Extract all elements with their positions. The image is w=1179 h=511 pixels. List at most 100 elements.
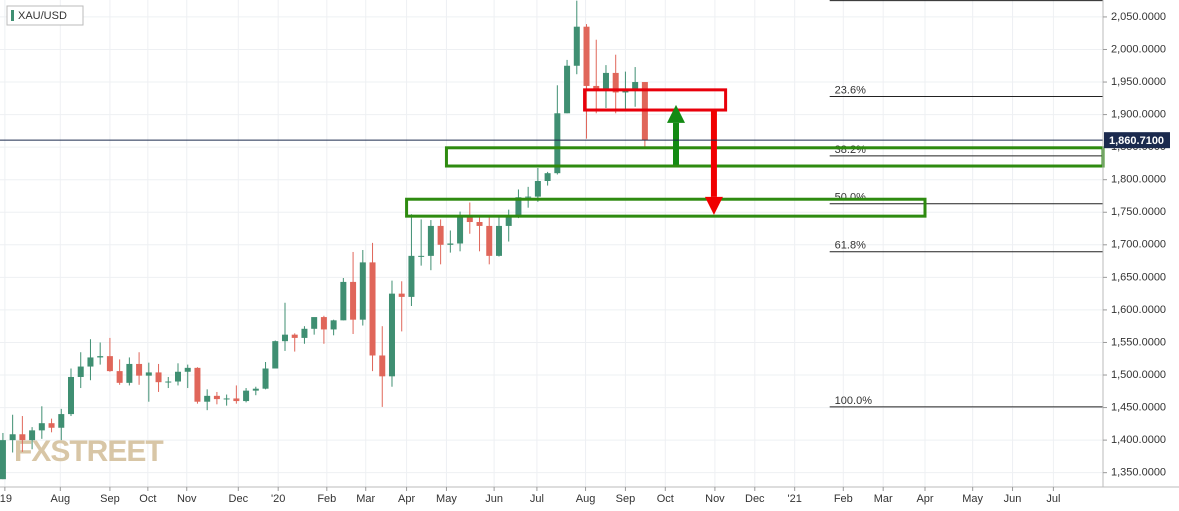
candle-body — [243, 390, 250, 402]
candle-body — [136, 363, 143, 376]
candle-body — [495, 225, 502, 256]
y-tick-label: 1,500.0000 — [1111, 369, 1166, 381]
candle-body — [19, 434, 26, 441]
candle-body — [340, 281, 347, 321]
candle-body — [165, 381, 172, 383]
x-tick-label: Oct — [657, 493, 674, 505]
candle-body — [145, 372, 152, 376]
zone — [583, 88, 728, 112]
candle-body — [0, 440, 6, 480]
candle-body — [116, 371, 123, 383]
y-tick-label: 2,050.0000 — [1111, 11, 1166, 23]
x-tick-label: Mar — [356, 493, 375, 505]
plot: 0.0% 23.6% 38.2% 50.0% 61.8% 100.0% — [0, 0, 1105, 480]
candle-body — [301, 328, 308, 338]
candle-body — [252, 388, 259, 391]
y-tick-label: 1,400.0000 — [1111, 434, 1166, 446]
fib-label: 38.2% — [835, 144, 866, 156]
candle-body — [58, 414, 65, 428]
candle-body — [447, 243, 454, 245]
candle-body — [311, 317, 318, 329]
candle-body — [330, 320, 337, 330]
x-tick-label: Aug — [576, 493, 596, 505]
x-tick-label: Nov — [177, 493, 197, 505]
candle-body — [427, 225, 434, 256]
x-tick-label: May — [436, 493, 457, 505]
candle-body — [466, 216, 473, 223]
fib-label: 100.0% — [835, 395, 873, 407]
y-tick-label: 1,950.0000 — [1111, 76, 1166, 88]
candle-body — [525, 196, 532, 198]
y-tick-label: 1,700.0000 — [1111, 239, 1166, 251]
x-tick-label: Dec — [229, 493, 249, 505]
x-tick-label: Feb — [317, 493, 336, 505]
y-tick-label: 1,650.0000 — [1111, 271, 1166, 283]
candle-body — [379, 355, 386, 377]
arrow-head — [667, 104, 686, 123]
candle-body — [398, 293, 405, 297]
candle-body — [632, 82, 639, 89]
zone — [405, 197, 927, 218]
candle-body — [544, 173, 551, 181]
candle-body — [388, 293, 395, 377]
candle-body — [233, 398, 240, 402]
candle-body — [291, 334, 298, 338]
x-tick-label: May — [962, 493, 983, 505]
y-tick-label: 1,600.0000 — [1111, 304, 1166, 316]
candle-body — [457, 216, 464, 244]
candle-body — [534, 180, 541, 197]
candle-body — [408, 255, 415, 297]
x-tick-label: Oct — [139, 493, 156, 505]
y-tick-label: 1,550.0000 — [1111, 336, 1166, 348]
symbol: XAU/USD — [18, 10, 67, 22]
x-tick-label: Jul — [1046, 493, 1060, 505]
candle-body — [184, 367, 191, 372]
y-tick-label: 1,800.0000 — [1111, 174, 1166, 186]
candle-body — [262, 368, 269, 389]
candle-body — [602, 72, 609, 89]
arrow-head — [704, 196, 723, 215]
candle-body — [350, 281, 357, 320]
candle-body — [38, 423, 45, 431]
x-tick-label: Jun — [1004, 493, 1022, 505]
y-tick-label: 2,000.0000 — [1111, 43, 1166, 55]
candle-body — [126, 363, 133, 383]
x-tick-label: Jul — [530, 493, 544, 505]
x-tick-label: Apr — [916, 493, 933, 505]
candle-body — [77, 366, 84, 377]
x-tick-label: Feb — [834, 493, 853, 505]
x-tick-label: '21 — [787, 493, 801, 505]
x-tick-label: Dec — [745, 493, 765, 505]
symbol-box — [6, 5, 84, 26]
candle-body — [418, 255, 425, 257]
candle-body — [593, 85, 600, 89]
x-tick-label: Nov — [705, 493, 725, 505]
x-tick-label: '20 — [271, 493, 285, 505]
fib-label: 0.0% — [835, 0, 860, 1]
y-tick-label: 1,750.0000 — [1111, 206, 1166, 218]
x-tick-label: Aug — [51, 493, 71, 505]
candle-body — [505, 216, 512, 226]
candle-body — [48, 423, 55, 428]
symbol-icon — [11, 10, 14, 21]
fib-label: 23.6% — [835, 84, 866, 96]
candle-body — [437, 225, 444, 245]
candle-body — [68, 376, 75, 415]
fib-label: 50.0% — [835, 192, 866, 204]
last-price-box — [1104, 132, 1170, 149]
candle-body — [272, 341, 279, 369]
x-tick-label: Mar — [874, 493, 893, 505]
candle-body — [155, 372, 162, 383]
candle-body — [87, 357, 94, 367]
candle-body — [583, 26, 590, 86]
candle-body — [369, 262, 376, 356]
candle-body — [573, 26, 580, 66]
candle-body — [554, 113, 561, 174]
candle-body — [486, 225, 493, 256]
x-tick-label: '19 — [0, 493, 12, 505]
candle-body — [194, 367, 201, 402]
candle-body — [106, 356, 113, 372]
last-price-label: 1,860.7100 — [1109, 135, 1164, 147]
